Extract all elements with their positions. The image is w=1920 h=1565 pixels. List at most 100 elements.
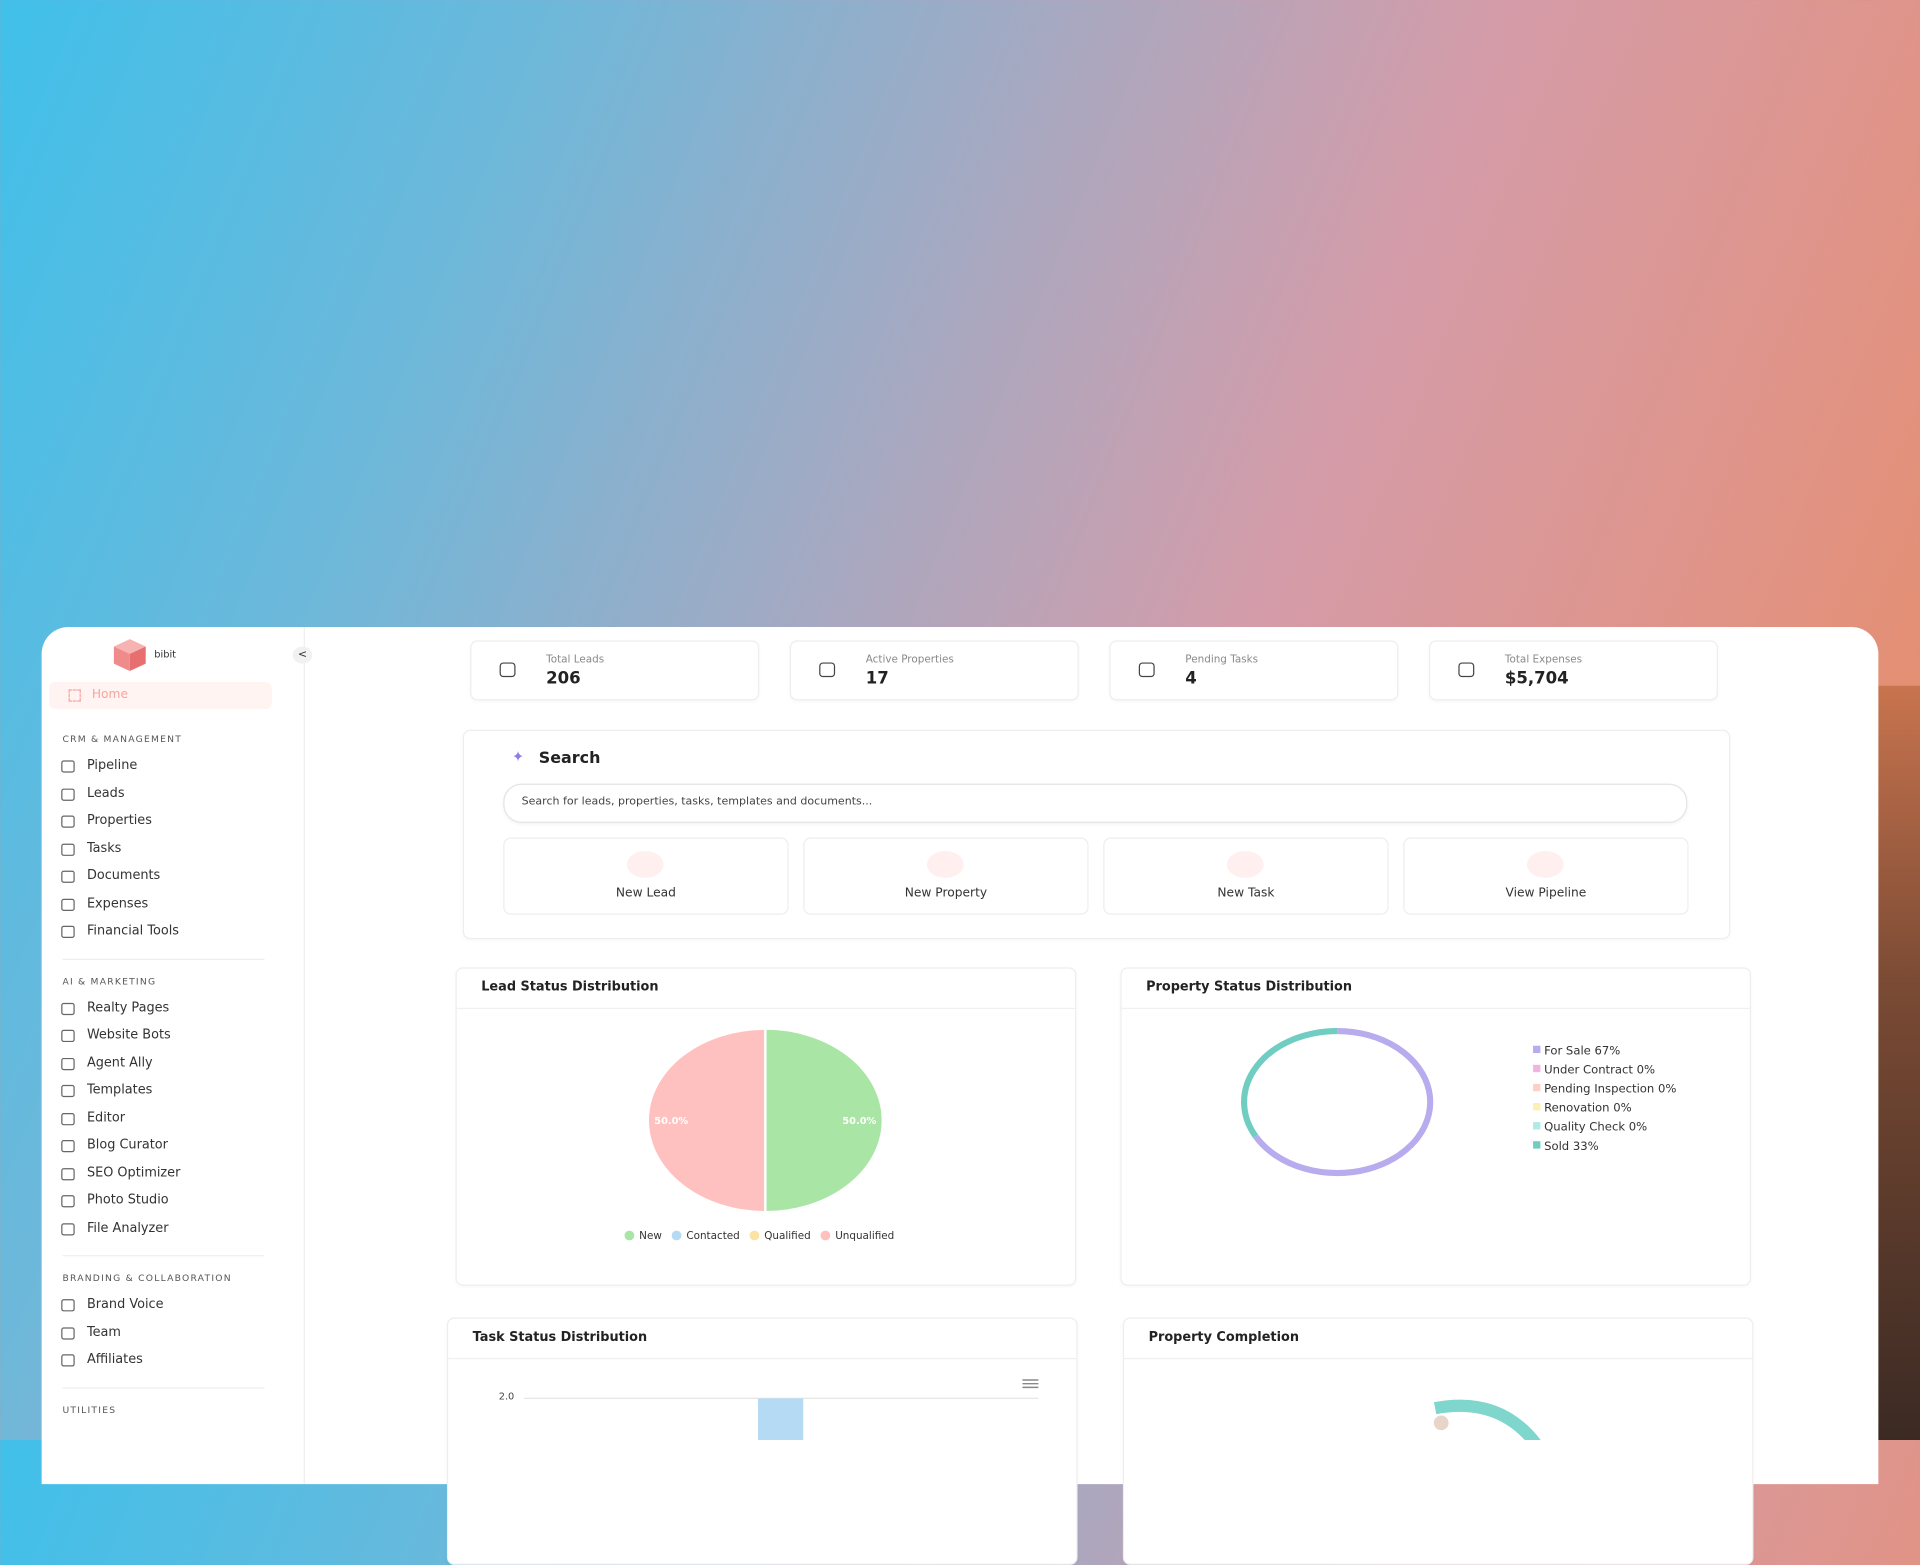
nav-item[interactable]: Documents: [86, 868, 161, 883]
nav-item[interactable]: SEO Optimizer: [86, 1165, 181, 1180]
collapse-button[interactable]: <: [292, 646, 313, 664]
action-icon: [1226, 851, 1264, 878]
quick-action[interactable]: New Lead: [503, 837, 789, 915]
nav-item[interactable]: Affiliates: [86, 1351, 143, 1367]
chart-header-line: [1124, 1357, 1753, 1360]
nav-item[interactable]: Realty Pages: [86, 999, 170, 1015]
nav-item[interactable]: Templates: [86, 1082, 153, 1098]
stat-card: Pending Tasks 4: [1109, 640, 1399, 701]
nav-item[interactable]: File Analyzer: [86, 1220, 169, 1235]
stat-icon: [819, 662, 836, 678]
nav-item[interactable]: Properties: [86, 813, 152, 828]
nav-item[interactable]: Expenses: [86, 895, 149, 911]
quick-action[interactable]: View Pipeline: [1403, 837, 1689, 915]
legend-label: Quality Check 0%: [1544, 1120, 1647, 1134]
chart-header-line: [456, 1007, 1076, 1009]
donut-segment: [1253, 1027, 1434, 1177]
stat-card: Total Expenses $5,704: [1428, 640, 1718, 701]
section-title: AI & MARKETING: [62, 975, 157, 987]
nav-item[interactable]: Financial Tools: [86, 923, 180, 938]
nav-item[interactable]: Editor: [86, 1110, 125, 1125]
action-label[interactable]: View Pipeline: [1505, 886, 1587, 901]
nav-item[interactable]: Leads: [86, 785, 125, 801]
quick-action[interactable]: New Task: [1103, 837, 1389, 915]
stat-icon: [499, 662, 516, 678]
nav-icon: [61, 898, 75, 911]
search-card: [462, 729, 1731, 940]
nav-item[interactable]: Brand Voice: [86, 1296, 164, 1312]
legend-swatch: [1533, 1045, 1541, 1054]
chart-title: Lead Status Distribution: [481, 979, 659, 995]
legend-label: Under Contract 0%: [1544, 1062, 1655, 1076]
nav-icon: [61, 1057, 75, 1070]
charts: 50.0% 50.0% New Contacted Qualified Unqualifi…: [499, 1027, 1676, 1441]
nav-icon: [61, 1195, 75, 1208]
legend-swatch: [1533, 1103, 1541, 1111]
nav-icon: [61, 787, 75, 801]
pie-label: 50.0%: [654, 1116, 688, 1127]
stat-label: Active Properties: [865, 653, 954, 667]
legend-swatch: [1533, 1141, 1541, 1149]
stat-label: Total Leads: [546, 653, 605, 667]
nav-icon: [61, 1084, 75, 1098]
action-label[interactable]: New Property: [904, 886, 988, 901]
search-input[interactable]: Search for leads, properties, tasks, tem…: [503, 783, 1688, 823]
divider: [62, 1255, 265, 1257]
stat-label: Pending Tasks: [1185, 653, 1259, 667]
nav-home-label[interactable]: Home: [91, 688, 128, 702]
action-label[interactable]: New Task: [1217, 886, 1275, 901]
nav-icon: [61, 1029, 75, 1043]
divider: [62, 1386, 265, 1388]
nav-icon: [61, 1222, 75, 1235]
nav-icon: [61, 925, 75, 938]
stat-value: 206: [546, 668, 581, 689]
search-placeholder: Search for leads, properties, tasks, tem…: [521, 795, 873, 809]
action-icon: [926, 851, 964, 878]
quick-action[interactable]: New Property: [803, 837, 1089, 915]
action-icon: [1526, 851, 1564, 878]
stat-icon: [1138, 662, 1155, 678]
legend-swatch: [1533, 1064, 1541, 1073]
legend-swatch: [749, 1230, 760, 1241]
stat-card: Total Leads 206: [470, 640, 760, 701]
divider: [62, 958, 265, 960]
legend-swatch: [671, 1230, 682, 1241]
nav-item[interactable]: Agent Ally: [86, 1054, 153, 1070]
legend-label: Renovation 0%: [1544, 1101, 1632, 1115]
nav-item[interactable]: Photo Studio: [86, 1192, 169, 1208]
nav-item[interactable]: Team: [86, 1324, 121, 1339]
stat-value: $5,704: [1504, 668, 1569, 689]
legend-swatch: [1533, 1083, 1541, 1092]
nav-icon: [61, 870, 75, 883]
nav-item[interactable]: Tasks: [86, 840, 122, 856]
sidebar: bibit Home CRM & MANAGEMENT Pipeline Leads…: [42, 626, 305, 1485]
y-tick-label: 2.0: [499, 1392, 515, 1403]
nav-icon: [61, 1002, 75, 1015]
stat-icon: [1458, 662, 1475, 678]
nav-icon: [61, 843, 75, 856]
nav-item[interactable]: Website Bots: [86, 1027, 171, 1043]
nav-icon: [61, 1112, 75, 1125]
section-title: CRM & MANAGEMENT: [62, 733, 183, 745]
nav-home[interactable]: Home: [48, 682, 272, 709]
legend-label: Sold 33%: [1544, 1139, 1599, 1153]
legend-swatch: [820, 1230, 831, 1241]
legend-label: Contacted: [686, 1230, 739, 1242]
action-label[interactable]: New Lead: [615, 886, 676, 901]
stat-value: 17: [865, 668, 889, 689]
action-icon: [626, 851, 664, 878]
legend-swatch: [624, 1230, 635, 1241]
nav-icon: [61, 760, 75, 773]
pie-label: 50.0%: [842, 1116, 876, 1127]
legend-label: Qualified: [764, 1230, 810, 1242]
nav-item[interactable]: Pipeline: [86, 757, 138, 773]
section-title: BRANDING & COLLABORATION: [62, 1272, 232, 1284]
stat-card: Active Properties 17: [789, 640, 1079, 701]
nav-icon: [61, 1167, 75, 1180]
bar: [757, 1398, 804, 1441]
chart-title: Property Status Distribution: [1146, 979, 1353, 995]
section-title: UTILITIES: [62, 1403, 117, 1415]
chart-title: Property Completion: [1148, 1329, 1299, 1345]
nav-item[interactable]: Blog Curator: [86, 1137, 168, 1153]
progress-arc: [1433, 1399, 1541, 1441]
